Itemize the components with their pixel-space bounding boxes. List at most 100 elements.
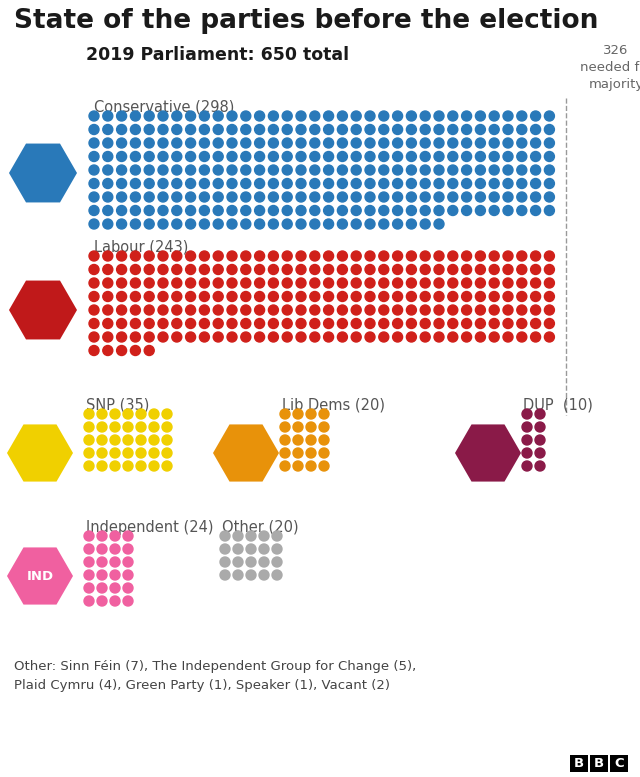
Circle shape [268, 205, 278, 215]
Circle shape [268, 165, 278, 175]
Circle shape [310, 152, 320, 162]
Circle shape [310, 205, 320, 215]
Circle shape [97, 422, 107, 432]
Circle shape [306, 461, 316, 471]
Circle shape [319, 448, 329, 458]
Circle shape [531, 152, 541, 162]
Circle shape [186, 179, 196, 189]
Circle shape [489, 152, 499, 162]
Circle shape [406, 251, 417, 261]
Circle shape [213, 179, 223, 189]
Circle shape [186, 111, 196, 121]
Circle shape [110, 435, 120, 445]
Circle shape [310, 319, 320, 329]
Circle shape [324, 278, 333, 288]
Circle shape [280, 435, 290, 445]
Circle shape [296, 319, 306, 329]
Circle shape [434, 278, 444, 288]
Circle shape [379, 305, 389, 315]
Circle shape [131, 205, 140, 215]
Circle shape [351, 264, 361, 274]
Circle shape [310, 192, 320, 202]
Circle shape [227, 219, 237, 229]
Circle shape [200, 278, 209, 288]
Text: B: B [574, 757, 584, 770]
Circle shape [476, 165, 485, 175]
Circle shape [84, 557, 94, 567]
Circle shape [392, 124, 403, 134]
Circle shape [227, 291, 237, 301]
Circle shape [461, 278, 472, 288]
Circle shape [310, 138, 320, 148]
Circle shape [144, 205, 154, 215]
Circle shape [476, 319, 485, 329]
Circle shape [110, 448, 120, 458]
Circle shape [233, 544, 243, 554]
Circle shape [379, 319, 389, 329]
Circle shape [434, 332, 444, 342]
Circle shape [116, 124, 127, 134]
Circle shape [158, 179, 168, 189]
Circle shape [172, 278, 182, 288]
Circle shape [227, 165, 237, 175]
Circle shape [324, 111, 333, 121]
Circle shape [351, 179, 361, 189]
Circle shape [545, 278, 554, 288]
Circle shape [310, 251, 320, 261]
Circle shape [448, 138, 458, 148]
Circle shape [213, 124, 223, 134]
Circle shape [255, 264, 264, 274]
Circle shape [517, 291, 527, 301]
Circle shape [517, 305, 527, 315]
Circle shape [535, 461, 545, 471]
Circle shape [123, 448, 133, 458]
Circle shape [545, 179, 554, 189]
Circle shape [136, 461, 146, 471]
Circle shape [489, 291, 499, 301]
Circle shape [162, 435, 172, 445]
Circle shape [434, 305, 444, 315]
Circle shape [476, 152, 485, 162]
Circle shape [103, 251, 113, 261]
Circle shape [282, 264, 292, 274]
Circle shape [97, 570, 107, 580]
Circle shape [97, 435, 107, 445]
Circle shape [489, 192, 499, 202]
Circle shape [103, 305, 113, 315]
Circle shape [434, 179, 444, 189]
Text: Lib Dems (20): Lib Dems (20) [282, 398, 385, 413]
Circle shape [351, 205, 361, 215]
Circle shape [272, 570, 282, 580]
Circle shape [324, 138, 333, 148]
Circle shape [227, 319, 237, 329]
Circle shape [392, 152, 403, 162]
Circle shape [144, 278, 154, 288]
Circle shape [255, 138, 264, 148]
Circle shape [392, 319, 403, 329]
Circle shape [448, 305, 458, 315]
Circle shape [131, 305, 140, 315]
Circle shape [324, 264, 333, 274]
Circle shape [131, 124, 140, 134]
Circle shape [517, 332, 527, 342]
Circle shape [545, 251, 554, 261]
Circle shape [131, 165, 140, 175]
Circle shape [420, 305, 430, 315]
Circle shape [324, 165, 333, 175]
Circle shape [406, 205, 417, 215]
Circle shape [280, 422, 290, 432]
Text: C: C [614, 757, 624, 770]
Circle shape [144, 305, 154, 315]
Circle shape [255, 111, 264, 121]
Circle shape [503, 305, 513, 315]
Circle shape [186, 278, 196, 288]
Circle shape [489, 111, 499, 121]
Circle shape [255, 251, 264, 261]
Circle shape [233, 570, 243, 580]
Circle shape [172, 138, 182, 148]
Circle shape [282, 152, 292, 162]
Circle shape [149, 461, 159, 471]
Circle shape [131, 278, 140, 288]
Circle shape [103, 319, 113, 329]
Circle shape [227, 138, 237, 148]
